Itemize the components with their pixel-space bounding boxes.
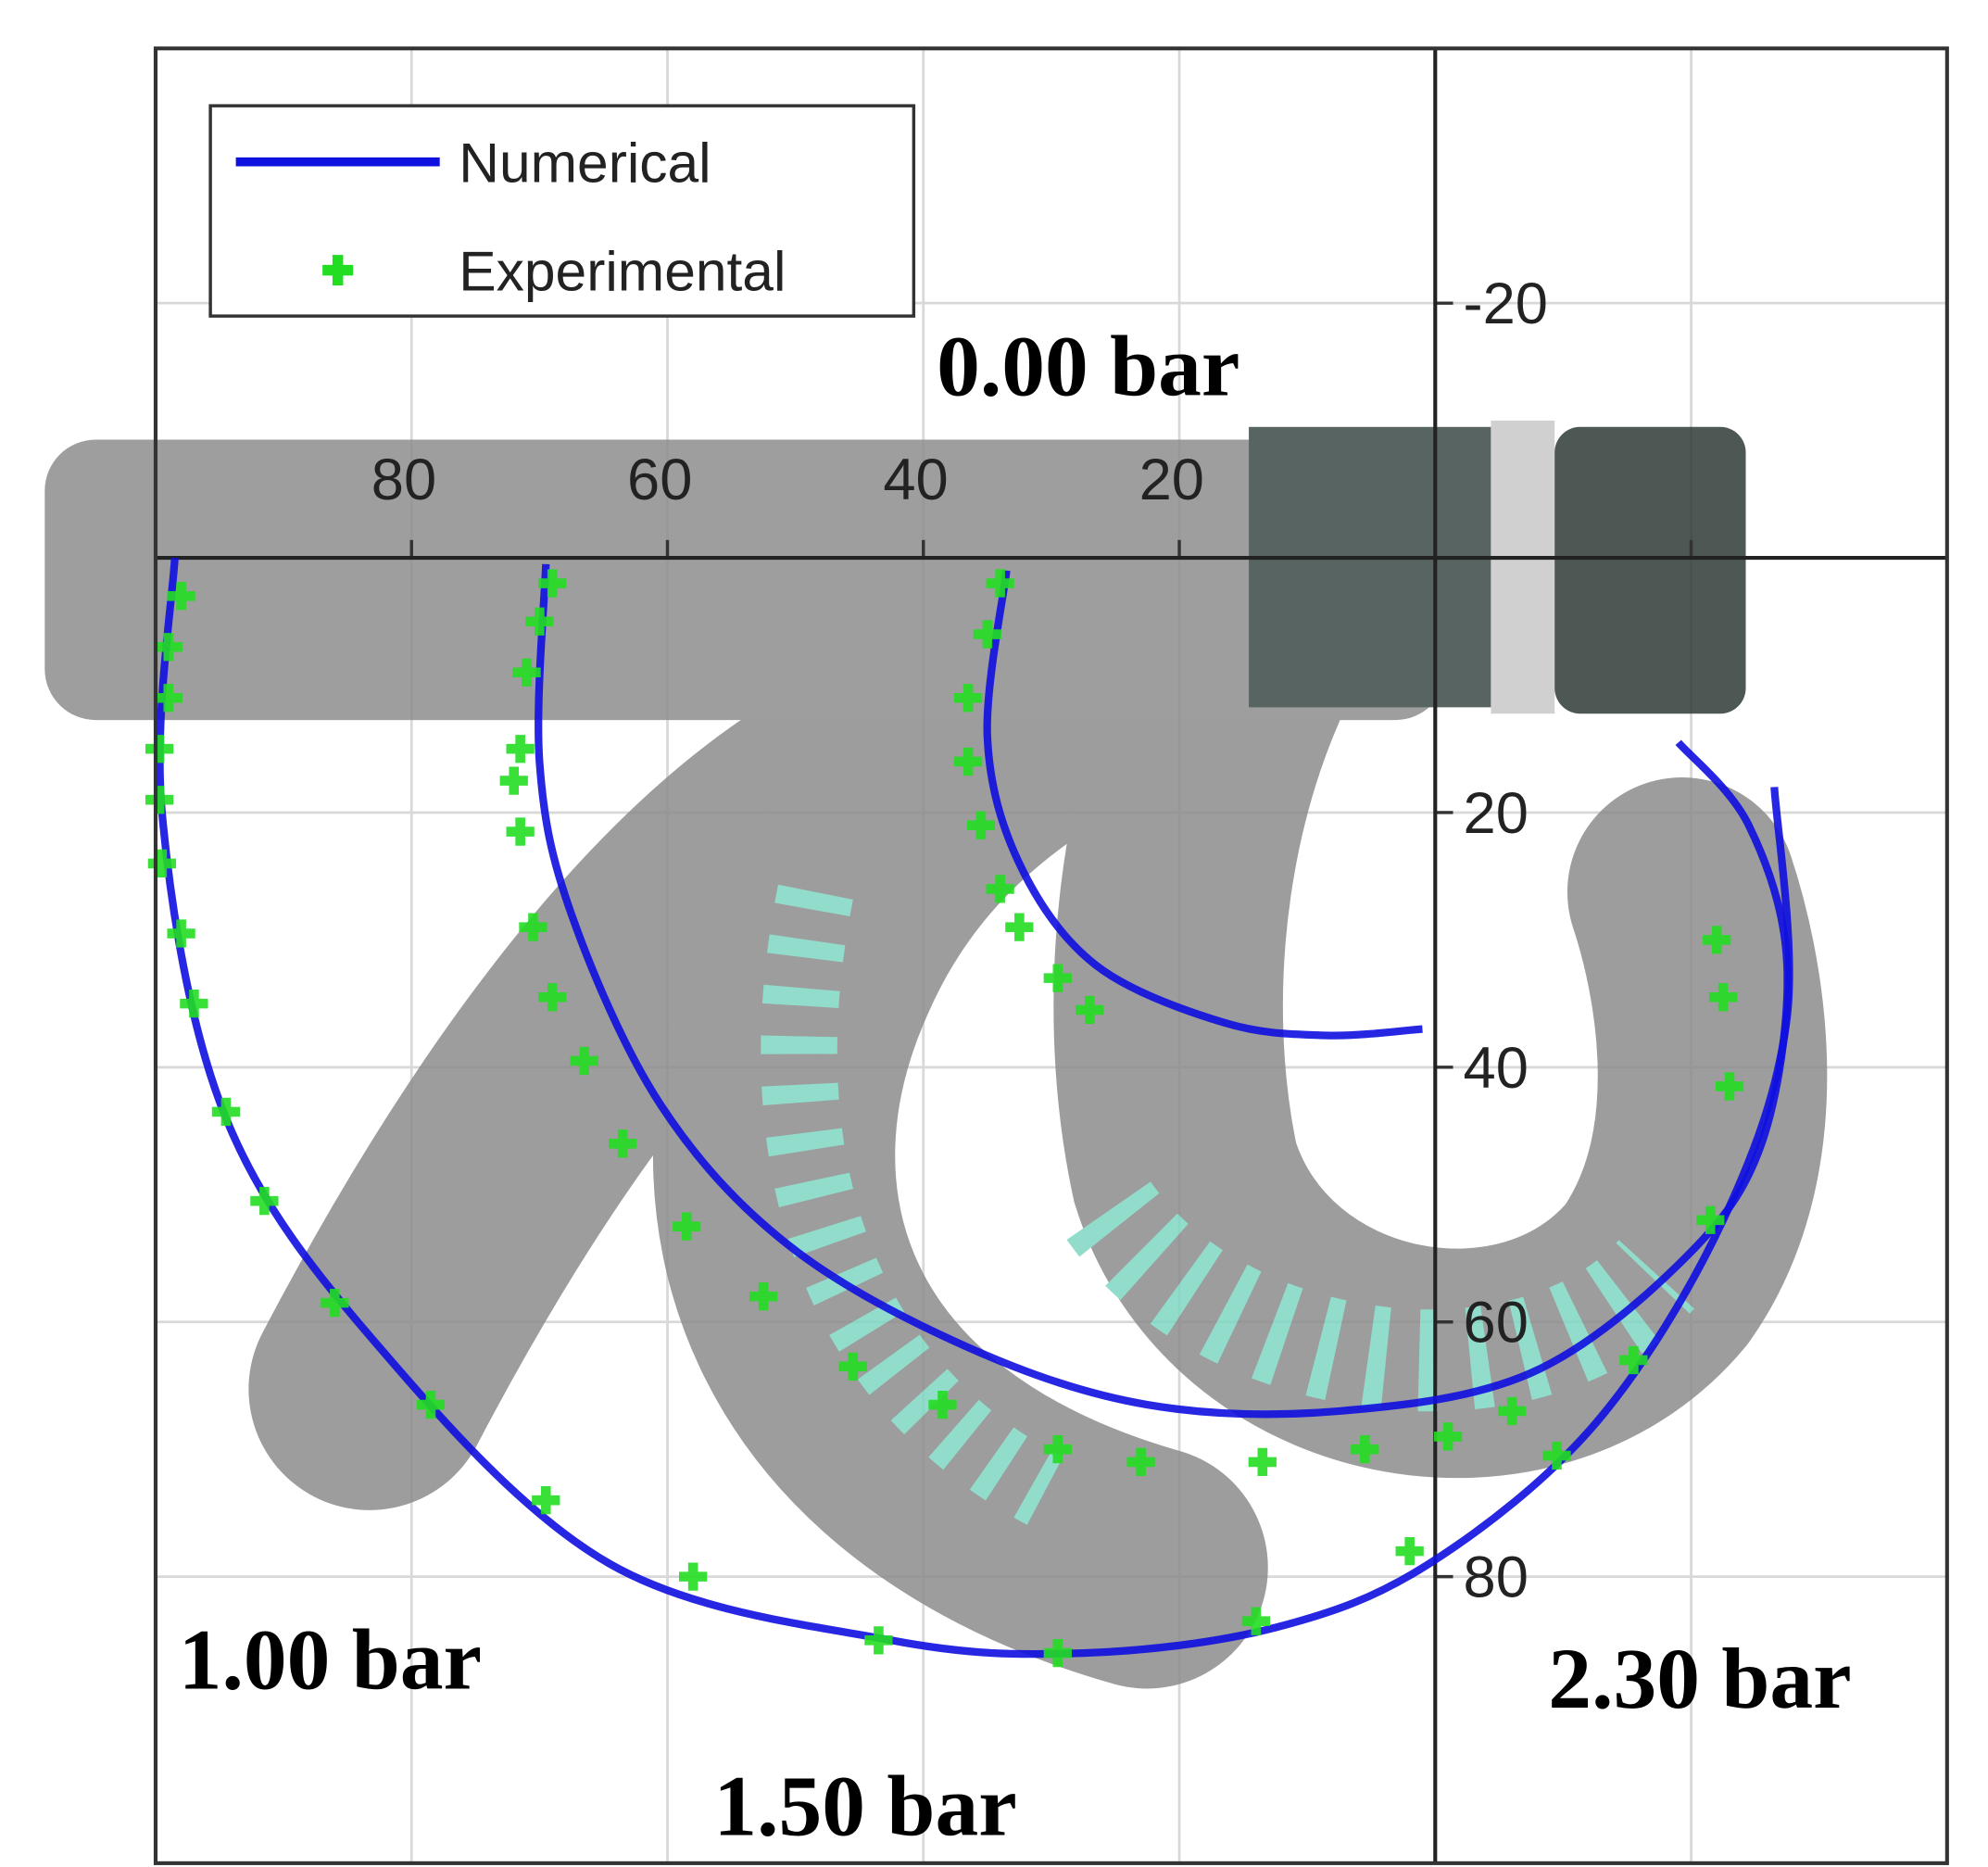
x-tick-label: 20 (1139, 448, 1204, 512)
tube-0bar (44, 439, 1447, 721)
marker (538, 983, 567, 1012)
marker (973, 620, 1001, 649)
legend: Numerical Experimental (208, 104, 916, 318)
legend-label: Experimental (459, 240, 786, 303)
numerical-line (535, 563, 1792, 1419)
marker (1703, 926, 1731, 954)
marker (525, 607, 554, 636)
tube-cap (1249, 426, 1491, 708)
marker (154, 684, 182, 713)
plot-frame (153, 46, 1949, 1865)
marker (519, 913, 547, 941)
marker (986, 569, 1014, 598)
marker (147, 849, 177, 878)
marker (986, 875, 1014, 903)
marker (1005, 913, 1034, 941)
marker (180, 989, 208, 1018)
marker (167, 582, 195, 611)
tube-2-3bar (1053, 484, 1828, 1479)
x-tick-label: 40 (883, 448, 948, 512)
marker (322, 255, 354, 286)
marker (1241, 1607, 1271, 1635)
marker (673, 1212, 701, 1241)
tube-end (1554, 426, 1746, 714)
marker (1248, 1447, 1277, 1477)
marker (145, 786, 174, 814)
marker (749, 1282, 778, 1311)
marker (1619, 1345, 1648, 1375)
marker (499, 766, 528, 795)
marker (250, 1187, 279, 1216)
marker (1696, 1205, 1725, 1234)
marker (864, 1626, 893, 1655)
pressure-label: 2.30 bar (1548, 1632, 1851, 1727)
marks (145, 557, 1793, 1668)
marker (1498, 1396, 1527, 1426)
marker (512, 658, 541, 687)
marker (211, 1097, 241, 1127)
marker (506, 817, 535, 846)
marker (838, 1352, 867, 1381)
tube-ring (1491, 420, 1555, 714)
numerical-line (983, 570, 1423, 1040)
marker (321, 1288, 349, 1318)
y-tick-label: 20 (1464, 781, 1529, 846)
y-tick-label: 80 (1464, 1545, 1529, 1610)
marker (506, 735, 535, 763)
legend-label: Numerical (459, 132, 711, 195)
actuator-photo (44, 420, 1828, 1689)
x-tick-label: 60 (627, 448, 692, 512)
tube-stripes (1066, 1180, 1694, 1412)
axes: 80 60 40 20 -20 20 40 60 80 (155, 48, 1947, 1863)
marker (1043, 1638, 1072, 1668)
marker (1433, 1422, 1463, 1451)
y-tick-label: 40 (1464, 1036, 1529, 1101)
marker (145, 735, 174, 763)
marker (532, 1486, 560, 1515)
pressure-label: 1.00 bar (179, 1612, 482, 1708)
marker (1043, 1435, 1072, 1464)
marker (570, 1046, 598, 1076)
marker (678, 1562, 708, 1591)
tube-stripes (761, 884, 1063, 1525)
marker (416, 1390, 446, 1419)
marker (1351, 1435, 1379, 1464)
marker (928, 1390, 957, 1419)
marker (609, 1129, 637, 1158)
marker (1076, 995, 1104, 1025)
marker (1715, 1072, 1744, 1101)
pressure-label: 1.50 bar (713, 1760, 1016, 1855)
y-tick-label: -20 (1464, 271, 1548, 336)
marker (966, 811, 996, 839)
marker (1542, 1441, 1571, 1470)
marker (1126, 1447, 1155, 1477)
y-tick-label: 60 (1464, 1291, 1529, 1356)
marker (538, 569, 567, 598)
marker (154, 633, 182, 662)
marker (1395, 1536, 1424, 1566)
pressure-label: 0.00 bar (937, 319, 1239, 414)
marker (1043, 964, 1072, 992)
marker (167, 919, 195, 948)
marker (1708, 983, 1738, 1012)
marker (953, 684, 983, 713)
x-tick-label: 80 (371, 448, 436, 512)
legend-box (208, 104, 916, 318)
marker (953, 747, 983, 776)
